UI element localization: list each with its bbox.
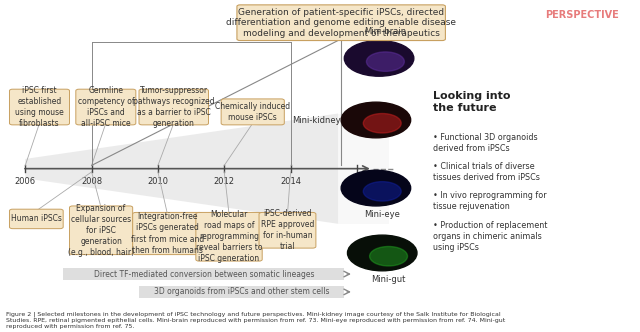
- Text: 2010: 2010: [147, 177, 168, 186]
- Circle shape: [367, 52, 404, 71]
- Text: 2012: 2012: [214, 177, 235, 186]
- Text: iPSC first
established
using mouse
fibroblasts: iPSC first established using mouse fibro…: [15, 86, 64, 128]
- Circle shape: [344, 41, 414, 76]
- Text: Molecular
road maps of
reprogramming
reveal barriers to
iPSC generation: Molecular road maps of reprogramming rev…: [196, 210, 262, 264]
- Text: 2008: 2008: [81, 177, 102, 186]
- FancyBboxPatch shape: [70, 206, 132, 255]
- Text: PERSPECTIVE: PERSPECTIVE: [545, 10, 619, 20]
- Circle shape: [364, 114, 401, 133]
- Text: Mini-brain: Mini-brain: [364, 27, 406, 36]
- Text: 2014: 2014: [280, 177, 301, 186]
- FancyBboxPatch shape: [132, 212, 202, 255]
- Text: 2016: 2016: [346, 177, 367, 186]
- Text: 2006: 2006: [15, 177, 36, 186]
- Circle shape: [341, 170, 411, 206]
- Text: • Functional 3D organoids
derived from iPSCs: • Functional 3D organoids derived from i…: [433, 133, 538, 153]
- Polygon shape: [25, 114, 338, 224]
- Text: Mini-gut: Mini-gut: [371, 275, 406, 284]
- FancyBboxPatch shape: [237, 5, 445, 41]
- Circle shape: [364, 182, 401, 201]
- Text: Chemically induced
mouse iPSCs: Chemically induced mouse iPSCs: [215, 102, 291, 122]
- Text: Human iPSCs: Human iPSCs: [11, 214, 62, 223]
- Text: iPSC-derived
RPE approved
for in-human
trial: iPSC-derived RPE approved for in-human t…: [260, 209, 314, 251]
- Text: Tumor-suppressor
pathways recognized
as a barrier to iPSC
generation: Tumor-suppressor pathways recognized as …: [133, 86, 214, 128]
- FancyBboxPatch shape: [221, 99, 284, 125]
- Bar: [338, 114, 388, 224]
- Text: • Production of replacement
organs in chimeric animals
using iPSCs: • Production of replacement organs in ch…: [433, 220, 547, 252]
- Text: • Clinical trials of diverse
tissues derived from iPSCs: • Clinical trials of diverse tissues der…: [433, 162, 540, 182]
- FancyBboxPatch shape: [10, 209, 63, 229]
- FancyBboxPatch shape: [139, 89, 209, 125]
- FancyBboxPatch shape: [139, 286, 344, 298]
- Text: Looking into
the future: Looking into the future: [433, 91, 510, 113]
- Text: 3D organoids from iPSCs and other stem cells: 3D organoids from iPSCs and other stem c…: [154, 288, 330, 296]
- Text: Integration-free
iPSCs generated
first from mice and
then from humans: Integration-free iPSCs generated first f…: [131, 212, 204, 255]
- Text: Expansion of
cellular sources
for iPSC
generation
(e.g., blood, hair): Expansion of cellular sources for iPSC g…: [68, 204, 134, 257]
- FancyBboxPatch shape: [259, 212, 316, 248]
- Text: Figure 2 | Selected milestones in the development of iPSC technology and future : Figure 2 | Selected milestones in the de…: [6, 311, 506, 329]
- FancyBboxPatch shape: [63, 268, 344, 280]
- Text: • In vivo reprogramming for
tissue rejuvenation: • In vivo reprogramming for tissue rejuv…: [433, 191, 547, 211]
- FancyBboxPatch shape: [76, 89, 136, 125]
- Circle shape: [348, 235, 417, 271]
- Text: Generation of patient-specific iPSCs, directed
differentiation and genome editin: Generation of patient-specific iPSCs, di…: [226, 8, 456, 38]
- Circle shape: [369, 246, 408, 266]
- Text: Direct TF-mediated conversion between somatic lineages: Direct TF-mediated conversion between so…: [93, 270, 314, 279]
- FancyBboxPatch shape: [10, 89, 70, 125]
- Text: Germline
competency of
iPSCs and
all-iPSC mice: Germline competency of iPSCs and all-iPS…: [77, 86, 134, 128]
- Text: Mini-kidney: Mini-kidney: [292, 116, 341, 124]
- Text: Mini-eye: Mini-eye: [364, 210, 400, 219]
- FancyBboxPatch shape: [196, 212, 262, 261]
- Circle shape: [341, 102, 411, 138]
